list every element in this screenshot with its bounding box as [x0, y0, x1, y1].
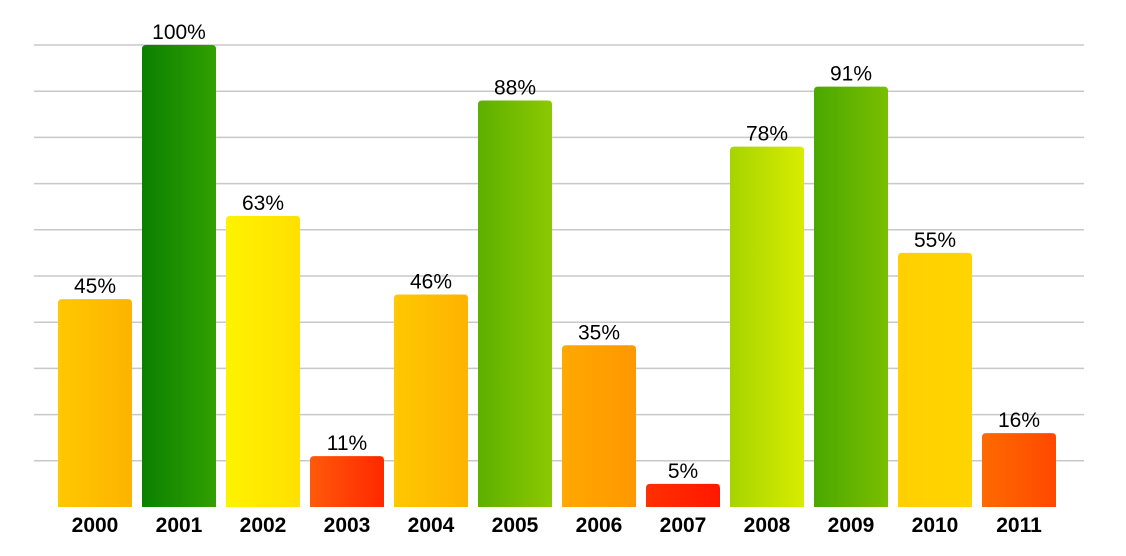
x-tick-label-2007: 2007	[660, 514, 707, 537]
x-tick-label-2011: 2011	[996, 514, 1042, 537]
data-label-2005: 88%	[494, 76, 536, 99]
x-tick-label-2006: 2006	[576, 514, 623, 537]
bar-2005	[478, 100, 552, 507]
data-label-2002: 63%	[242, 192, 284, 215]
bar-2002	[226, 215, 300, 507]
bar-2001	[142, 45, 216, 507]
data-label-2006: 35%	[578, 321, 620, 344]
data-label-2009: 91%	[830, 63, 872, 86]
data-label-2010: 55%	[914, 229, 956, 252]
x-tick-label-2003: 2003	[324, 514, 371, 537]
data-label-2001: 100%	[152, 21, 206, 44]
bar-2006	[562, 345, 636, 507]
x-tick-label-2008: 2008	[744, 514, 791, 537]
bar-2008	[730, 146, 804, 507]
x-axis-tick-labels: 2000 2001 2002 2003 2004 2005 2006 2007 2008 2009…	[72, 514, 1042, 537]
data-label-2008: 78%	[746, 123, 788, 146]
bars	[58, 45, 1056, 507]
bar-2003	[310, 456, 384, 507]
x-tick-label-2002: 2002	[240, 514, 287, 537]
x-tick-label-2001: 2001	[156, 514, 203, 537]
bar-2007	[646, 483, 720, 507]
data-label-2004: 46%	[410, 270, 452, 293]
bar-2004	[394, 294, 468, 507]
bar-2011	[982, 433, 1056, 507]
data-label-2003: 11%	[327, 432, 367, 455]
x-tick-label-2005: 2005	[492, 514, 539, 537]
data-label-2011: 16%	[998, 409, 1040, 432]
data-label-2000: 45%	[74, 275, 116, 298]
data-labels: 45% 100% 63% 11% 46% 88% 35% 5% 78% 91% 55% 16%	[74, 21, 1040, 483]
bar-2010	[898, 252, 972, 507]
bar-2009	[814, 86, 888, 507]
x-tick-label-2004: 2004	[408, 514, 455, 537]
x-tick-label-2009: 2009	[828, 514, 875, 537]
data-label-2007: 5%	[668, 460, 698, 483]
x-tick-label-2000: 2000	[72, 514, 119, 537]
x-tick-label-2010: 2010	[912, 514, 959, 537]
bar-2000	[58, 299, 132, 507]
